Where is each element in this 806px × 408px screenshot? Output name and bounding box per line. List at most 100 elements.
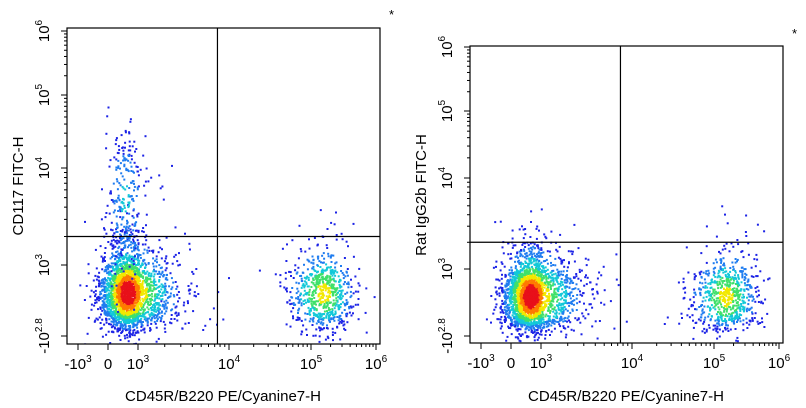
- event-dot: [307, 279, 310, 281]
- event-dot: [114, 287, 117, 289]
- event-dot: [327, 289, 330, 292]
- event-dot: [122, 321, 125, 324]
- event-dot: [572, 303, 575, 306]
- event-dot: [130, 241, 133, 244]
- event-dot: [340, 289, 343, 292]
- event-dot: [129, 320, 132, 323]
- event-dot: [288, 299, 291, 302]
- event-dot: [142, 277, 145, 279]
- event-dot: [562, 325, 565, 328]
- event-dot: [113, 278, 116, 281]
- event-dot: [153, 299, 156, 302]
- event-dot: [111, 244, 114, 247]
- event-dot: [336, 325, 339, 328]
- event-dot: [127, 325, 130, 328]
- event-dot: [332, 272, 335, 275]
- event-dot: [85, 285, 88, 287]
- event-dot: [336, 287, 339, 290]
- event-dot: [126, 336, 129, 339]
- event-dot: [511, 314, 514, 317]
- event-dot: [555, 274, 558, 277]
- event-dot: [122, 279, 125, 282]
- event-dot: [105, 232, 108, 235]
- event-dot: [320, 321, 323, 324]
- event-dot: [564, 275, 567, 278]
- event-dot: [326, 313, 329, 315]
- event-dot: [574, 287, 577, 290]
- event-dot: [176, 293, 179, 296]
- event-dot: [334, 313, 337, 316]
- event-dot: [118, 208, 121, 211]
- event-dot: [122, 266, 124, 268]
- event-dot: [131, 268, 134, 271]
- event-dot: [329, 292, 332, 295]
- event-dot: [128, 202, 131, 205]
- event-dot: [345, 240, 348, 243]
- event-dot: [124, 295, 127, 298]
- event-dot: [297, 282, 300, 285]
- event-dot: [533, 252, 536, 255]
- event-dot: [144, 194, 147, 197]
- event-dot: [117, 330, 119, 333]
- event-dot: [519, 277, 522, 280]
- event-dot: [128, 320, 131, 323]
- event-dot: [571, 308, 574, 311]
- event-dot: [317, 285, 320, 288]
- event-dot: [183, 301, 186, 304]
- event-dot: [549, 255, 552, 257]
- event-dot: [124, 300, 127, 303]
- event-dot: [559, 293, 562, 296]
- event-dot: [289, 271, 292, 274]
- event-dot: [102, 280, 105, 283]
- event-dot: [567, 315, 570, 318]
- event-dot: [330, 254, 333, 257]
- event-dot: [136, 297, 139, 300]
- event-dot: [151, 298, 153, 301]
- event-dot: [558, 285, 561, 288]
- event-dot: [316, 316, 319, 318]
- event-dot: [127, 295, 130, 298]
- event-dot: [326, 228, 329, 230]
- event-dot: [103, 278, 106, 281]
- event-dot: [115, 317, 118, 320]
- event-dot: [309, 273, 311, 276]
- event-dot: [123, 225, 126, 228]
- event-dot: [343, 281, 346, 283]
- event-dot: [145, 299, 148, 302]
- event-dot: [171, 164, 173, 167]
- event-dot: [308, 288, 311, 291]
- event-dot: [158, 174, 161, 177]
- event-dot: [326, 324, 328, 327]
- event-dot: [138, 279, 141, 282]
- event-dot: [107, 330, 110, 333]
- event-dot: [140, 315, 143, 317]
- event-dot: [535, 227, 538, 230]
- event-dot: [162, 304, 165, 307]
- event-dot: [568, 294, 571, 297]
- event-dot: [343, 323, 346, 326]
- event-dot: [178, 297, 181, 300]
- event-dot: [117, 280, 120, 283]
- event-dot: [136, 186, 139, 189]
- event-dot: [326, 281, 329, 284]
- event-dot: [511, 273, 514, 276]
- event-dot: [123, 231, 126, 234]
- event-dot: [332, 302, 335, 305]
- event-dot: [87, 263, 90, 266]
- event-dot: [127, 311, 130, 314]
- event-dot: [99, 322, 102, 324]
- event-dot: [346, 303, 349, 305]
- event-dot: [132, 331, 135, 334]
- x-tick-label: 103: [127, 354, 150, 373]
- event-dot: [101, 309, 104, 312]
- event-dot: [127, 206, 130, 209]
- event-dot: [124, 229, 127, 232]
- event-dot: [110, 199, 113, 201]
- event-dot: [163, 290, 166, 293]
- event-dot: [537, 336, 540, 339]
- event-dot: [98, 282, 100, 285]
- event-dot: [312, 312, 315, 315]
- event-dot: [338, 297, 341, 300]
- event-dot: [125, 225, 128, 228]
- event-dot: [161, 298, 164, 301]
